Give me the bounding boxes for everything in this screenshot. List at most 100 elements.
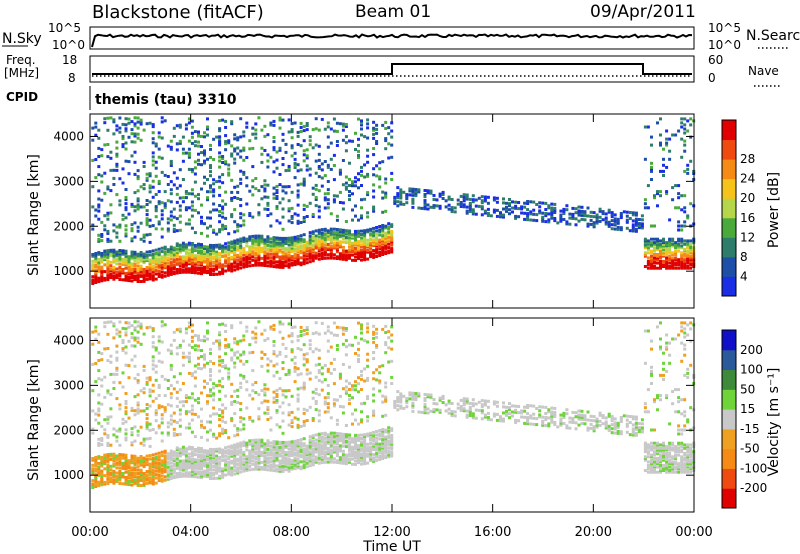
power-cell xyxy=(184,123,188,127)
velocity-cell xyxy=(251,336,255,340)
power-cell xyxy=(166,258,170,262)
power-cell xyxy=(281,132,285,136)
velocity-cell xyxy=(278,452,282,456)
power-cell xyxy=(354,214,357,218)
velocity-cell xyxy=(91,431,95,435)
power-cell xyxy=(348,256,351,260)
velocity-cell xyxy=(230,461,234,465)
velocity-cell xyxy=(115,454,119,458)
power-cell xyxy=(317,189,321,193)
power-cell xyxy=(290,246,294,250)
power-cell xyxy=(375,164,379,168)
power-cell xyxy=(656,121,659,125)
velocity-cell xyxy=(169,451,173,455)
power-cell xyxy=(326,192,330,196)
power-cell xyxy=(305,204,309,208)
power-cell xyxy=(659,253,662,256)
power-cell xyxy=(148,265,152,269)
velocity-cell xyxy=(242,461,246,465)
power-cell xyxy=(680,241,684,245)
velocity-cell xyxy=(206,382,209,385)
velocity-cell xyxy=(302,449,306,453)
power-cell xyxy=(689,242,693,246)
power-cell xyxy=(103,121,107,125)
velocity-cell xyxy=(184,412,188,416)
power-cell xyxy=(142,268,146,271)
velocity-cell xyxy=(206,454,209,458)
power-cell xyxy=(181,270,185,274)
velocity-cell xyxy=(245,325,249,329)
power-cell xyxy=(314,251,318,255)
velocity-cell xyxy=(148,481,152,485)
power-cell xyxy=(272,258,276,262)
power-cell xyxy=(200,134,203,138)
velocity-cell xyxy=(163,394,167,398)
velocity-cell xyxy=(142,443,146,447)
velocity-cell xyxy=(151,327,155,331)
power-cell xyxy=(187,153,191,157)
velocity-cell xyxy=(133,439,137,443)
power-cell xyxy=(242,262,246,266)
power-cell xyxy=(650,135,653,139)
power-cell xyxy=(429,189,433,193)
velocity-cell xyxy=(317,448,321,451)
velocity-cell xyxy=(97,480,101,484)
power-cell xyxy=(471,200,475,204)
velocity-cell xyxy=(269,327,273,331)
power-cell xyxy=(689,258,693,262)
velocity-cell xyxy=(293,456,297,460)
power-cell xyxy=(245,237,249,241)
power-cell xyxy=(665,265,669,268)
velocity-cell xyxy=(290,467,294,471)
velocity-cell xyxy=(227,452,231,456)
power-cell xyxy=(287,166,291,170)
power-cell xyxy=(671,259,675,263)
velocity-cell xyxy=(221,361,225,364)
power-cell xyxy=(272,260,276,263)
power-cell xyxy=(218,139,222,143)
velocity-cell xyxy=(218,449,222,453)
power-cell xyxy=(378,252,382,256)
power-cell xyxy=(215,266,219,269)
power-cell xyxy=(550,202,554,206)
velocity-cell xyxy=(326,384,330,387)
power-cell xyxy=(278,238,282,242)
velocity-cell xyxy=(218,343,222,347)
power-cell xyxy=(260,263,264,267)
power-cell xyxy=(662,251,665,255)
velocity-cell xyxy=(184,454,188,458)
velocity-cell xyxy=(100,478,104,482)
power-cell xyxy=(381,241,385,244)
power-cell xyxy=(405,195,409,199)
power-cell xyxy=(302,183,306,187)
power-cell xyxy=(169,247,173,251)
power-cell xyxy=(372,126,376,130)
power-cell xyxy=(106,231,110,235)
velocity-cell xyxy=(136,468,140,472)
velocity-cell xyxy=(94,456,98,459)
power-cell xyxy=(91,264,95,268)
power-cell xyxy=(677,228,681,232)
power-cell xyxy=(317,235,321,239)
power-cell xyxy=(175,262,179,266)
power-cell xyxy=(109,150,113,154)
power-cell xyxy=(275,195,279,198)
power-cell xyxy=(317,242,321,246)
power-cell xyxy=(360,238,363,242)
power-cell xyxy=(203,252,206,255)
power-cell xyxy=(462,197,466,201)
velocity-cell xyxy=(121,482,125,486)
power-cell xyxy=(360,184,363,187)
velocity-cell xyxy=(275,354,279,358)
velocity-cell xyxy=(281,469,285,473)
power-cell xyxy=(218,262,222,266)
velocity-cell xyxy=(275,399,279,402)
power-cell xyxy=(118,130,122,134)
velocity-cell xyxy=(136,393,140,397)
power-cell xyxy=(272,170,276,174)
power-cell xyxy=(311,240,315,244)
power-cell xyxy=(260,241,264,245)
velocity-cell xyxy=(145,380,149,384)
velocity-cell xyxy=(190,323,194,327)
